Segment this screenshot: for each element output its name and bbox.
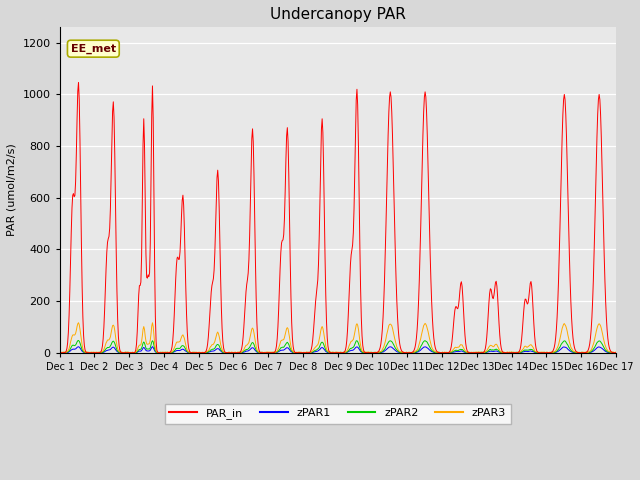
zPAR2	[261, 350, 269, 356]
Line: zPAR2: zPAR2	[60, 340, 616, 353]
PAR_in	[397, 345, 404, 350]
zPAR2	[252, 345, 259, 351]
zPAR2	[224, 350, 232, 356]
zPAR3	[427, 341, 435, 347]
zPAR3	[75, 320, 83, 325]
zPAR2	[75, 337, 83, 343]
Title: Undercanopy PAR: Undercanopy PAR	[270, 7, 406, 22]
PAR_in	[159, 350, 167, 356]
zPAR3	[612, 349, 620, 355]
PAR_in	[428, 298, 435, 304]
zPAR2	[397, 349, 404, 355]
zPAR2	[428, 348, 435, 353]
Text: EE_met: EE_met	[71, 44, 116, 54]
PAR_in	[252, 295, 260, 300]
zPAR3	[396, 348, 404, 354]
Line: zPAR1: zPAR1	[60, 347, 616, 353]
zPAR1	[224, 350, 232, 356]
zPAR1	[397, 349, 404, 355]
PAR_in	[225, 350, 232, 356]
zPAR2	[122, 349, 129, 355]
zPAR3	[252, 340, 259, 346]
PAR_in	[75, 80, 83, 85]
zPAR3	[56, 349, 63, 355]
PAR_in	[122, 350, 129, 356]
PAR_in	[273, 336, 281, 342]
zPAR1	[612, 350, 620, 356]
zPAR2	[273, 349, 281, 355]
Y-axis label: PAR (umol/m2/s): PAR (umol/m2/s)	[7, 144, 17, 236]
zPAR1	[332, 350, 340, 356]
zPAR1	[252, 348, 259, 353]
zPAR3	[542, 350, 550, 356]
zPAR1	[56, 350, 63, 356]
zPAR1	[428, 348, 435, 354]
zPAR2	[612, 350, 620, 356]
zPAR3	[273, 348, 280, 354]
zPAR1	[273, 349, 280, 355]
zPAR1	[148, 344, 156, 349]
Line: zPAR3: zPAR3	[60, 323, 616, 353]
Legend: PAR_in, zPAR1, zPAR2, zPAR3: PAR_in, zPAR1, zPAR2, zPAR3	[165, 404, 511, 424]
Line: PAR_in: PAR_in	[60, 83, 616, 353]
zPAR3	[224, 350, 232, 356]
zPAR3	[122, 349, 129, 355]
PAR_in	[56, 350, 63, 356]
zPAR1	[121, 350, 129, 356]
PAR_in	[612, 350, 620, 356]
zPAR2	[56, 350, 63, 356]
